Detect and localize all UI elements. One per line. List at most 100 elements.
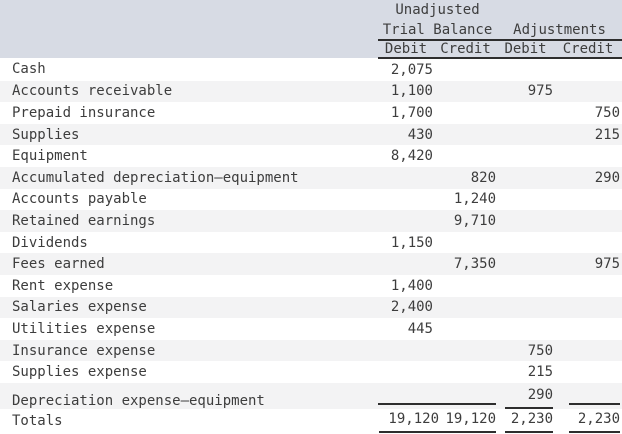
account-name-cell: Equipment <box>12 148 88 165</box>
utb-debit-cell: 1,700 <box>390 104 433 121</box>
account-name-cell: Cash <box>12 61 46 78</box>
adj-credit-cell <box>554 58 622 81</box>
adj-debit-cell <box>497 318 554 340</box>
totals-label: Totals <box>0 408 378 434</box>
totals-adj-credit-cell: 2,230 <box>554 408 622 434</box>
utb-debit-cell: 1,100 <box>378 80 434 103</box>
unadjusted-group-label-line2: Trial Balance <box>378 20 498 41</box>
table-row: Prepaid insurance 1,700 750 <box>0 102 622 124</box>
utb-credit-cell <box>434 318 497 340</box>
utb-credit-cell <box>434 296 498 319</box>
utb-debit-cell: 2,075 <box>390 61 433 78</box>
utb-debit-cell: 1,150 <box>390 234 433 251</box>
totals-utb-credit-cell: 19,120 <box>434 408 498 434</box>
utb-credit-cell: 9,710 <box>434 210 498 232</box>
account-name-cell: Accounts receivable <box>0 80 378 103</box>
utb-debit-cell: 2,400 <box>378 296 434 319</box>
header-spacer <box>0 20 378 40</box>
table-row: Salaries expense 2,400 <box>0 296 622 319</box>
account-name-cell: Accounts payable <box>12 191 147 208</box>
account-name-cell: Supplies expense <box>12 364 147 381</box>
totals-utb-credit: 19,120 <box>436 410 497 434</box>
utb-credit-cell <box>434 123 498 146</box>
utb-credit-cell <box>434 232 497 254</box>
adj-credit-cell <box>554 145 622 167</box>
adj-credit-cell <box>554 296 622 319</box>
table-row: Cash 2,075 <box>0 58 622 81</box>
table-row: Accounts receivable 1,100 975 <box>0 80 622 103</box>
table-row: Utilities expense 445 <box>0 318 622 340</box>
utb-debit-cell <box>378 361 434 383</box>
adj-credit-cell <box>554 232 622 254</box>
table-row: Accounts payable 1,240 <box>0 189 622 211</box>
account-name-cell: Retained earnings <box>0 210 378 232</box>
adj-debit-cell <box>497 58 554 81</box>
adj-credit-cell: 750 <box>594 104 621 121</box>
totals-adj-debit: 2,230 <box>505 410 554 434</box>
header-spacer <box>0 0 378 20</box>
adj-debit-cell: 975 <box>497 80 555 103</box>
table-row: Supplies expense 215 <box>0 361 622 383</box>
adj-credit-cell <box>554 80 622 103</box>
account-name-cell: Dividends <box>12 234 88 251</box>
adj-debit-cell <box>497 296 555 319</box>
utb-credit-cell <box>434 58 497 81</box>
utb-debit-cell <box>378 339 434 362</box>
table-row: Insurance expense 750 <box>0 339 622 362</box>
adj-debit-cell <box>497 253 555 275</box>
account-name-cell: Utilities expense <box>12 320 156 337</box>
totals-utb-debit-cell: 19,120 <box>378 408 439 434</box>
adj-debit-cell <box>497 232 554 254</box>
utb-debit-cell <box>378 166 434 189</box>
adj-credit-cell <box>554 382 622 409</box>
utb-debit-cell: 1,400 <box>390 277 433 294</box>
account-name-cell: Fees earned <box>0 253 378 275</box>
adj-credit-cell <box>554 339 622 362</box>
utb-debit-cell <box>378 210 434 232</box>
adj-debit-cell: 215 <box>527 364 554 381</box>
utb-credit-cell: 7,350 <box>434 253 498 275</box>
account-name-cell: Salaries expense <box>0 296 378 319</box>
account-name-cell: Insurance expense <box>0 339 378 362</box>
adj-credit-cell: 290 <box>554 166 622 189</box>
account-name-cell: Rent expense <box>12 277 114 294</box>
utb-credit-cell <box>434 80 498 103</box>
utb-credit-cell <box>434 102 497 124</box>
utb-debit-cell: 445 <box>407 320 433 337</box>
table-row: Supplies 430 215 <box>0 123 622 146</box>
totals-utb-debit: 19,120 <box>379 410 439 434</box>
adj-debit-cell: 290 <box>497 382 555 409</box>
adjustments-group-spacer <box>497 0 622 20</box>
utb-credit-cell: 820 <box>434 166 498 189</box>
unadjusted-group-label-line1: Unadjusted <box>378 0 498 20</box>
totals-adj-debit-cell: 2,230 <box>497 408 555 434</box>
column-header-utb-debit: Debit <box>378 40 434 59</box>
utb-credit-cell <box>434 145 497 167</box>
utb-credit-cell <box>434 339 498 362</box>
totals-adj-credit: 2,230 <box>569 410 621 434</box>
table-row: Dividends 1,150 <box>0 232 622 254</box>
adj-debit-cell <box>497 123 555 146</box>
account-name-cell: Depreciation expense—equipment <box>0 382 378 409</box>
adj-credit-cell <box>554 189 622 211</box>
totals-section: Totals 19,120 19,120 2,230 2,230 <box>0 408 622 434</box>
account-name-cell: Prepaid insurance <box>12 104 156 121</box>
table-row: Fees earned 7,350 975 <box>0 253 622 275</box>
column-header-adj-credit: Credit <box>554 40 622 59</box>
adj-debit-cell <box>497 102 554 124</box>
adj-debit-cell <box>497 189 554 211</box>
adj-credit-cell: 975 <box>554 253 622 275</box>
adj-credit-cell <box>554 275 622 297</box>
totals-row: Totals 19,120 19,120 2,230 2,230 <box>0 408 622 434</box>
table-row: Equipment 8,420 <box>0 145 622 167</box>
utb-debit-cell: 8,420 <box>390 148 433 165</box>
adj-credit-cell <box>554 361 622 383</box>
utb-credit-cell <box>434 382 498 409</box>
utb-credit-cell <box>434 361 497 383</box>
utb-debit-cell <box>378 253 434 275</box>
column-header-utb-credit: Credit <box>434 40 498 59</box>
table-row: Accumulated depreciation—equipment 820 290 <box>0 166 622 189</box>
account-rows: Cash 2,075 Accounts receivable 1,100 975 Prep… <box>0 58 622 409</box>
